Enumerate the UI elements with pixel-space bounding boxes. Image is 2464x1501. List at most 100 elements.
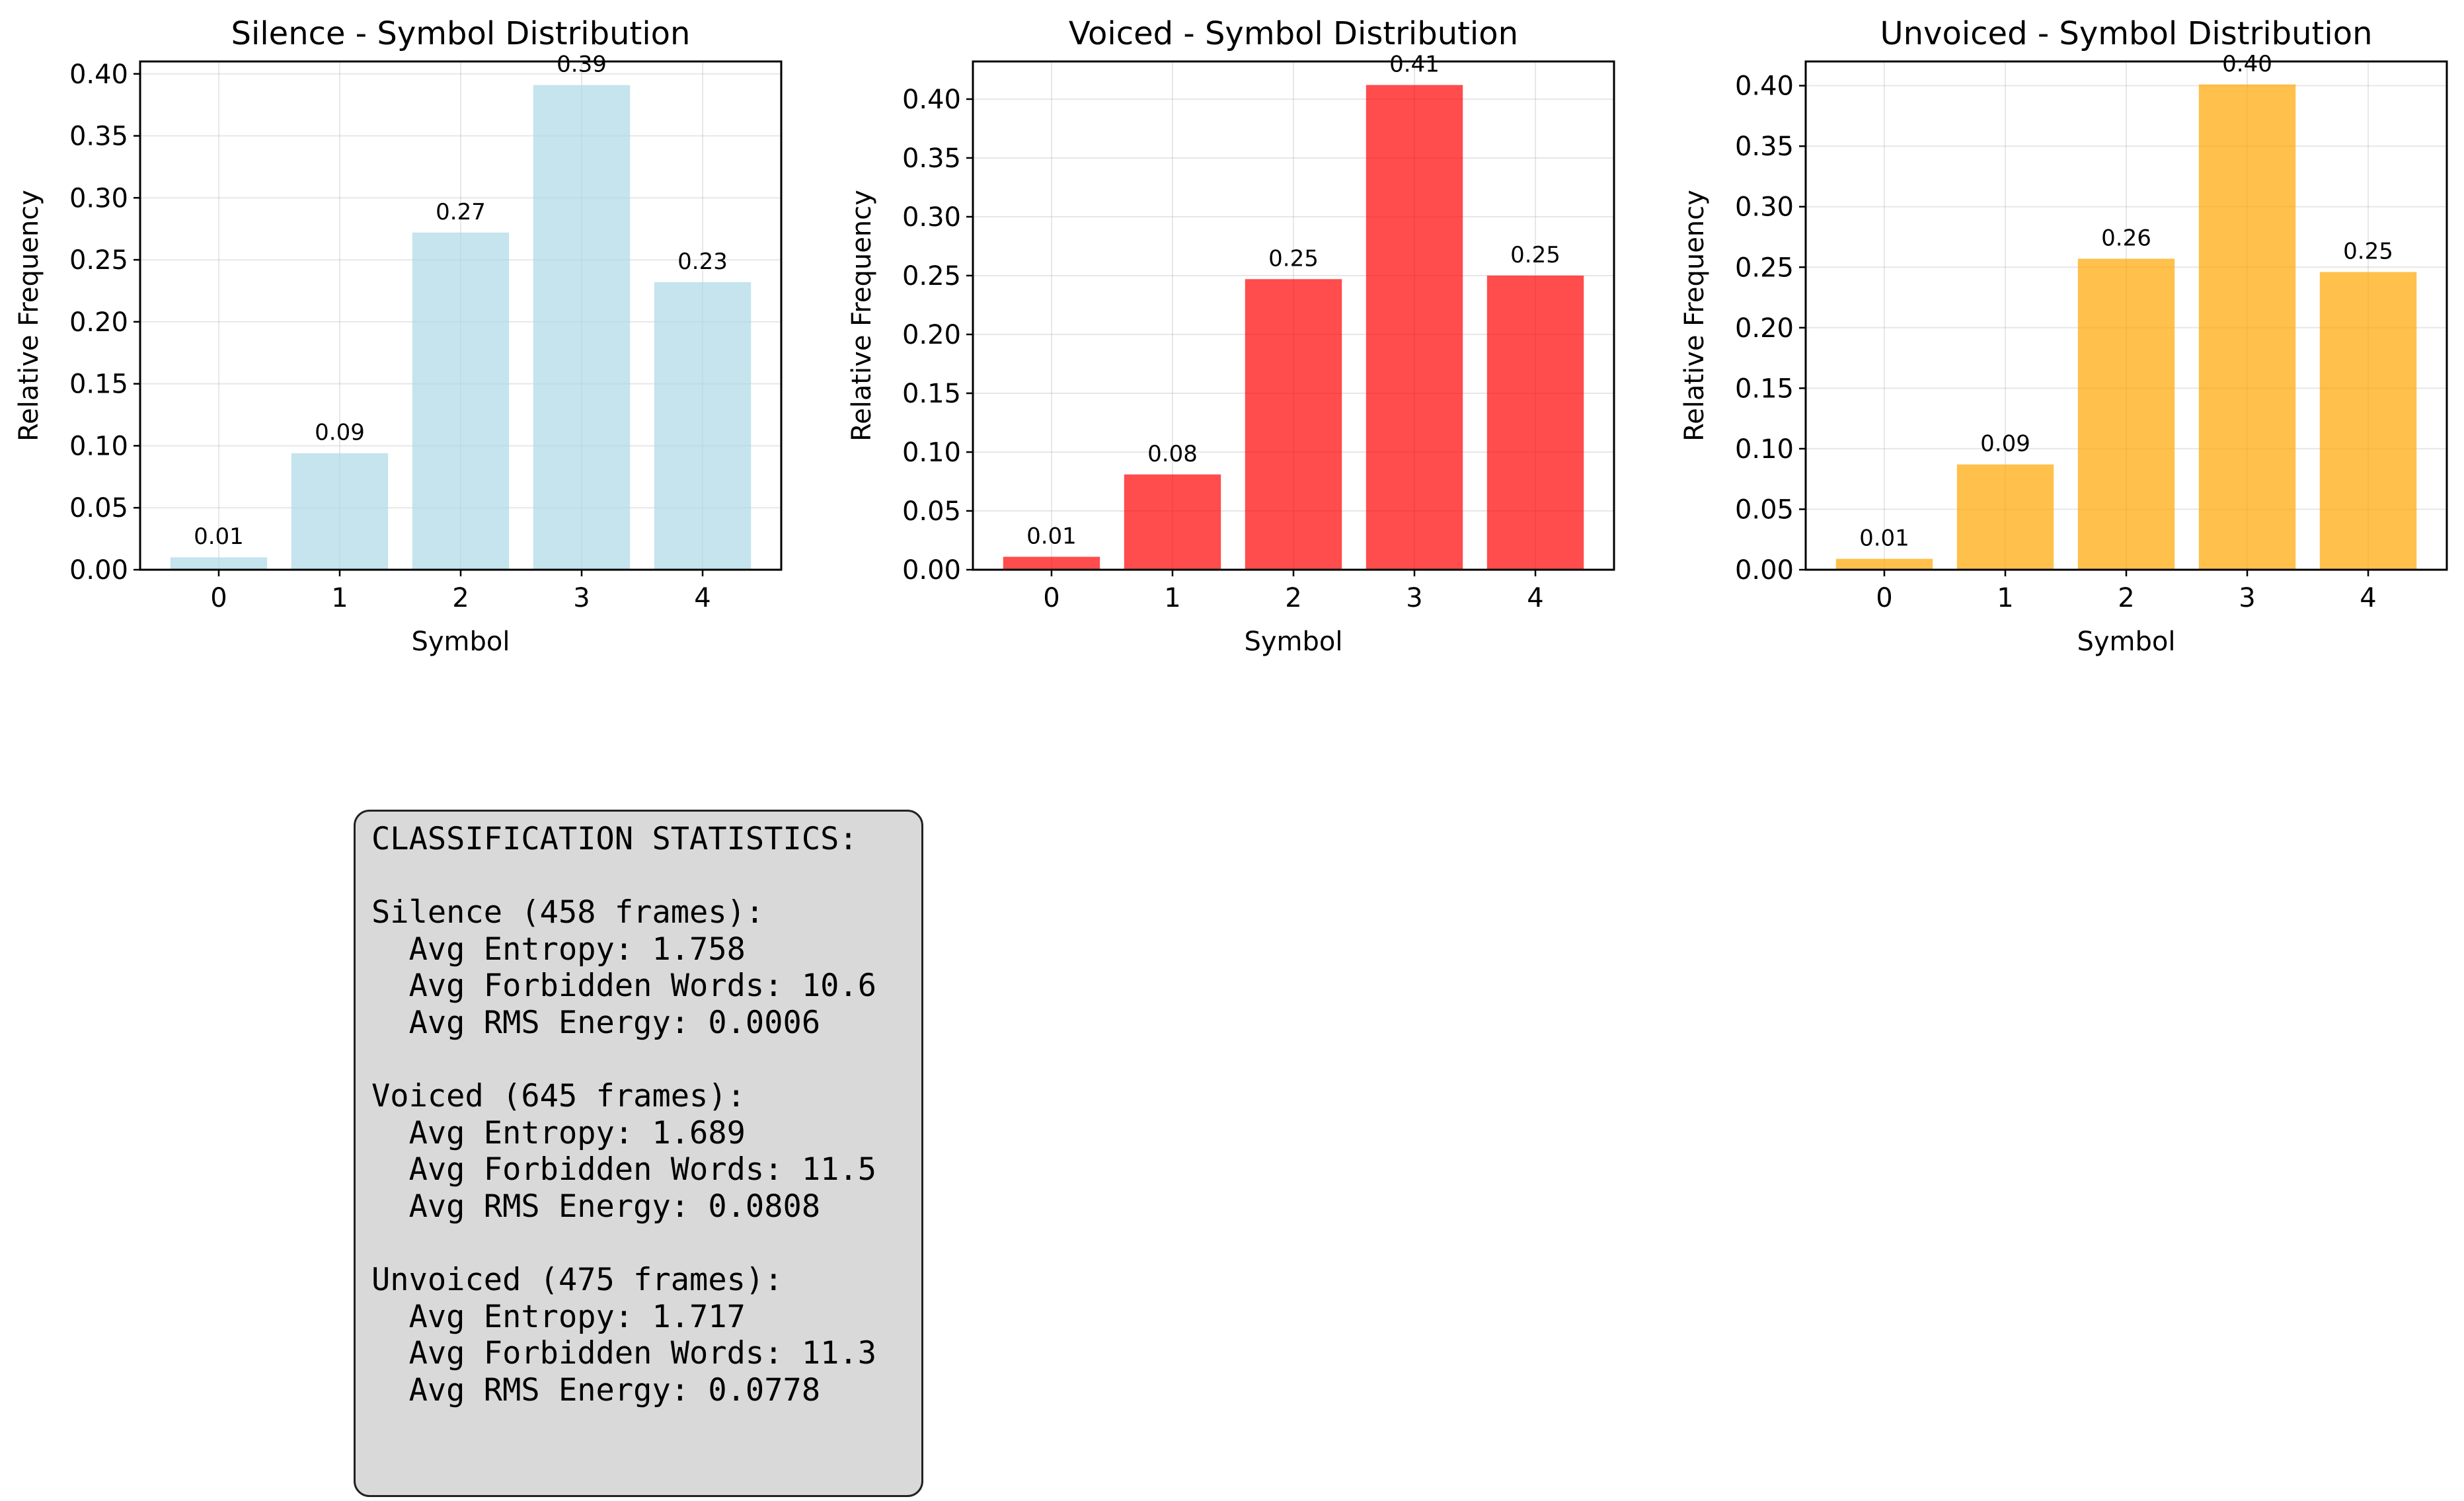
x-tick-label: 4 [2360,583,2376,613]
y-tick-label: 0.00 [69,555,128,586]
bar-symbol-0 [1835,558,1933,570]
bar-symbol-0 [1003,557,1100,570]
y-tick-label: 0.30 [1735,192,1794,223]
bar-value-label: 0.25 [2343,239,2393,265]
y-tick-label: 0.40 [902,85,961,115]
bar-value-label: 0.25 [1268,245,1319,272]
x-tick-label: 2 [2118,583,2134,613]
y-tick-label: 0.20 [1735,313,1794,344]
chart-panel-1: 0.01 0.08 0.25 0.41 0.25 0.00 0.05 0.10 0.15 0.20… [847,15,1615,657]
bar-value-label: 0.39 [557,52,607,78]
y-tick-label: 0.40 [1735,71,1794,102]
y-tick-label: 0.00 [1735,555,1794,586]
x-tick-label: 1 [1164,583,1180,613]
y-tick-label: 0.35 [69,122,128,152]
x-tick-label: 3 [1406,583,1422,613]
bar-symbol-3 [533,85,631,570]
bar-value-label: 0.27 [436,199,486,225]
bar-value-label: 0.23 [677,249,728,275]
bar-value-label: 0.26 [2101,225,2151,251]
stats-line-blank [371,1042,921,1079]
x-tick-label: 0 [210,583,227,613]
bar-value-label: 0.40 [2222,51,2272,77]
bar-symbol-1 [1124,474,1221,570]
y-tick-label: 0.35 [902,143,961,174]
chart-panel-2: 0.01 0.09 0.26 0.40 0.25 0.00 0.05 0.10 0.15 0.20… [1679,15,2448,657]
stats-line-blank [371,1225,921,1262]
x-tick-label: 4 [694,583,711,613]
stats-line-voiced-header: Voiced (645 frames): [371,1078,746,1115]
stats-line-voiced-entropy: Avg Entropy: 1.689 [371,1114,746,1151]
x-tick-label: 3 [2239,583,2255,613]
y-axis-label: Relative Frequency [14,190,44,442]
stats-line-silence-rms: Avg RMS Energy: 0.0006 [371,1004,821,1041]
x-tick-label: 0 [1876,583,1892,613]
x-tick-label: 1 [331,583,348,613]
stats-line-unvoiced-header: Unvoiced (475 frames): [371,1262,783,1299]
y-tick-label: 0.10 [902,438,961,468]
bar-symbol-2 [2077,258,2175,570]
y-tick-label: 0.20 [902,320,961,350]
chart-title: Silence - Symbol Distribution [231,15,691,52]
bar-symbol-0 [170,557,268,570]
bar-symbol-4 [2319,272,2417,570]
chart-title: Unvoiced - Symbol Distribution [1880,15,2373,52]
bar-symbol-3 [1366,85,1463,570]
y-axis-label: Relative Frequency [847,190,877,442]
y-tick-label: 0.00 [902,555,961,586]
stats-line-silence-header: Silence (458 frames): [371,894,765,931]
y-tick-label: 0.35 [1735,132,1794,162]
stats-line-voiced-rms: Avg RMS Energy: 0.0808 [371,1188,821,1225]
bar-value-label: 0.09 [315,420,365,446]
classification-statistics-box: CLASSIFICATION STATISTICS: Silence (458 … [354,810,923,1497]
stats-line-title: CLASSIFICATION STATISTICS: [371,821,858,857]
y-tick-label: 0.05 [69,493,128,523]
bar-value-label: 0.01 [1026,523,1077,549]
y-tick-label: 0.05 [902,496,961,527]
chart-title: Voiced - Symbol Distribution [1069,15,1518,52]
bar-value-label: 0.08 [1147,441,1198,467]
stats-line-unvoiced-forbidden: Avg Forbidden Words: 11.3 [371,1335,877,1372]
chart-panel-0: 0.01 0.09 0.27 0.39 0.23 0.00 0.05 0.10 0.15 0.20… [14,15,783,657]
stats-line-voiced-forbidden: Avg Forbidden Words: 11.5 [371,1151,877,1188]
bar-symbol-1 [291,453,389,570]
bar-value-label: 0.41 [1389,52,1440,78]
bar-symbol-1 [1956,464,2054,570]
x-axis-label: Symbol [1244,627,1342,657]
stats-line-silence-forbidden: Avg Forbidden Words: 10.6 [371,968,877,1005]
y-tick-label: 0.30 [902,202,961,233]
y-tick-label: 0.10 [1735,434,1794,465]
stats-line-silence-entropy: Avg Entropy: 1.758 [371,931,746,968]
stats-line-unvoiced-entropy: Avg Entropy: 1.717 [371,1298,746,1335]
y-axis-label: Relative Frequency [1679,190,1710,442]
y-tick-label: 0.15 [69,369,128,400]
x-axis-label: Symbol [411,627,510,657]
x-tick-label: 2 [1285,583,1301,613]
bar-symbol-2 [1245,279,1342,570]
y-tick-label: 0.05 [1735,494,1794,525]
x-axis-label: Symbol [2077,627,2175,657]
stats-line-unvoiced-rms: Avg RMS Energy: 0.0778 [371,1371,821,1408]
y-tick-label: 0.40 [69,59,128,90]
bar-symbol-4 [1486,275,1584,570]
x-tick-label: 2 [452,583,469,613]
y-tick-label: 0.20 [69,307,128,338]
x-tick-label: 1 [1997,583,2013,613]
stats-line-blank [371,858,921,895]
bar-symbol-3 [2198,84,2296,570]
y-tick-label: 0.15 [902,379,961,409]
y-tick-label: 0.25 [69,245,128,276]
bar-symbol-4 [654,282,751,570]
y-tick-label: 0.25 [1735,252,1794,283]
y-tick-label: 0.25 [902,261,961,291]
y-tick-label: 0.10 [69,431,128,461]
bar-value-label: 0.01 [1859,525,1909,552]
bar-value-label: 0.25 [1510,242,1560,268]
x-tick-label: 0 [1043,583,1059,613]
x-tick-label: 4 [1527,583,1543,613]
y-tick-label: 0.30 [69,183,128,213]
x-tick-label: 3 [573,583,590,613]
bar-value-label: 0.01 [194,523,244,550]
bar-symbol-2 [412,232,510,570]
